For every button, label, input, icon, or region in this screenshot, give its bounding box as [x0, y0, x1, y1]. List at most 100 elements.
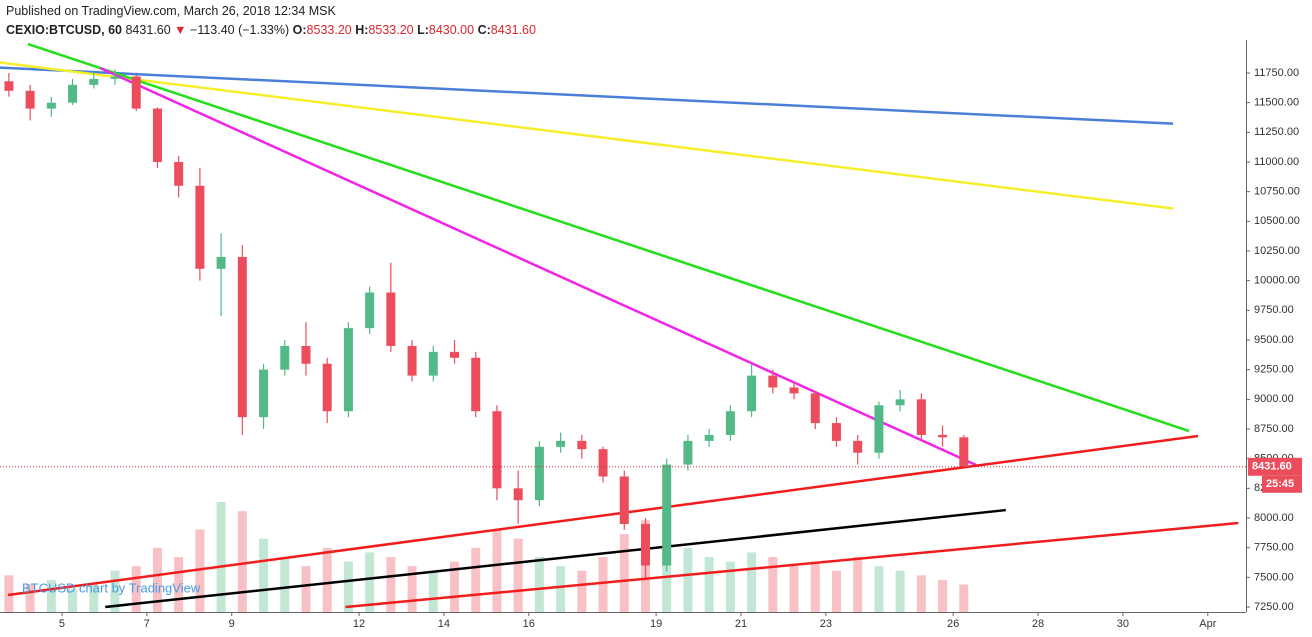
volume-bar: [534, 557, 544, 612]
volume-bar: [68, 589, 78, 612]
volume-bar: [704, 557, 714, 612]
candle-body: [662, 464, 672, 566]
ohlc: O:8533.20 H:8533.20 L:8430.00 C:8431.60: [293, 23, 536, 37]
volume-bar: [916, 575, 926, 612]
candle-body: [322, 363, 332, 412]
ohlc-label: O:: [292, 23, 307, 37]
volume-bar: [237, 511, 247, 612]
volume-bar: [152, 547, 162, 612]
ohlc-value: 8533.20: [306, 23, 352, 37]
volume-bar: [492, 529, 502, 612]
volume-bar: [174, 557, 184, 612]
y-tick-label: 9500.00: [1254, 334, 1294, 346]
candle-body: [450, 351, 460, 358]
trend-line: [345, 521, 1239, 609]
x-tick-label: 21: [735, 618, 747, 630]
volume-bar: [365, 552, 375, 612]
y-tick-label: 10750.00: [1254, 186, 1300, 198]
y-tick-label: 11500.00: [1254, 97, 1299, 109]
trend-line: [0, 66, 1174, 125]
trend-line: [105, 508, 1006, 609]
candle-body: [853, 440, 863, 453]
volume-bar: [577, 570, 587, 612]
candle-body: [259, 369, 269, 418]
y-tick-label: 9250.00: [1254, 364, 1294, 376]
volume-bar: [322, 547, 332, 612]
candle-body: [619, 476, 629, 524]
volume-bar: [959, 584, 969, 612]
trend-line: [99, 66, 977, 467]
volume-bar: [938, 579, 948, 612]
candle-body: [407, 345, 417, 376]
candle-body: [110, 76, 120, 79]
volume-bar: [428, 570, 438, 612]
volume-bar: [619, 534, 629, 612]
x-tick-label: Apr: [1199, 618, 1216, 630]
volume-bar: [683, 547, 693, 612]
candle-body: [68, 84, 78, 103]
volume-bar: [343, 561, 353, 612]
x-tick-label: 7: [144, 618, 150, 630]
candle-body: [683, 440, 693, 465]
volume-bar: [831, 570, 841, 612]
candle-body: [513, 488, 523, 501]
volume-bar: [853, 557, 863, 612]
x-tick-label: 23: [820, 618, 832, 630]
candle-body: [25, 90, 35, 109]
candle-body: [89, 78, 99, 85]
candle-body: [789, 387, 799, 394]
last: 8431.60: [125, 23, 171, 37]
volume-bar: [895, 570, 905, 612]
x-tick-label: 12: [353, 618, 365, 630]
volume-bar: [874, 566, 884, 612]
candle-body: [46, 102, 56, 109]
candle-body: [895, 399, 905, 406]
candle-body: [831, 423, 841, 441]
x-tick-label: 9: [229, 618, 235, 630]
volume-bar: [450, 561, 460, 612]
x-tick-label: 26: [947, 618, 959, 630]
trend-line: [0, 61, 1174, 210]
trend-line: [27, 42, 1190, 433]
candle-body: [301, 345, 311, 364]
trend-line: [7, 434, 1199, 597]
volume-bar: [407, 566, 417, 612]
volume-bar: [810, 561, 820, 612]
volume-bar: [768, 557, 778, 612]
y-tick-label: 9000.00: [1254, 393, 1294, 405]
y-tick-label: 7250.00: [1254, 601, 1294, 613]
y-tick-label: 10250.00: [1254, 245, 1300, 257]
volume-bar: [725, 561, 735, 612]
ohlc-label: L:: [417, 23, 429, 37]
countdown-box: [1262, 475, 1302, 493]
y-tick-label: 11250.00: [1254, 126, 1299, 138]
candle-body: [216, 256, 226, 269]
candle-body: [916, 399, 926, 435]
published-line: Published on TradingView.com, March 26, …: [6, 4, 336, 18]
candle-body: [725, 411, 735, 435]
candle-body: [556, 440, 566, 447]
candle-body: [598, 449, 608, 477]
candle-body: [386, 292, 396, 346]
watermark: BTCUSD chart by TradingView: [22, 580, 201, 595]
volume-bar: [25, 584, 35, 612]
candle-body: [640, 523, 650, 566]
volume-bar: [131, 566, 141, 612]
y-tick-label: 11000.00: [1254, 156, 1299, 168]
candle-body: [471, 357, 481, 412]
volume-bar: [46, 579, 56, 612]
volume-bar: [301, 566, 311, 612]
plot-area: BTCUSD chart by TradingView: [0, 42, 1246, 612]
y-tick-label: 8000.00: [1254, 512, 1294, 524]
x-tick-label: 5: [59, 618, 65, 630]
symbol: CEXIO:BTCUSD, 60: [6, 23, 122, 37]
candle-body: [938, 434, 948, 438]
ohlc-value: 8533.20: [368, 23, 414, 37]
countdown-label: 25:45: [1266, 478, 1294, 490]
change: −113.40 (−1.33%): [190, 23, 290, 37]
candle-body: [768, 375, 778, 388]
candle-body: [195, 185, 205, 269]
y-tick-label: 7750.00: [1254, 542, 1294, 554]
candle-body: [534, 446, 544, 501]
down-arrow: ▼: [174, 23, 187, 37]
